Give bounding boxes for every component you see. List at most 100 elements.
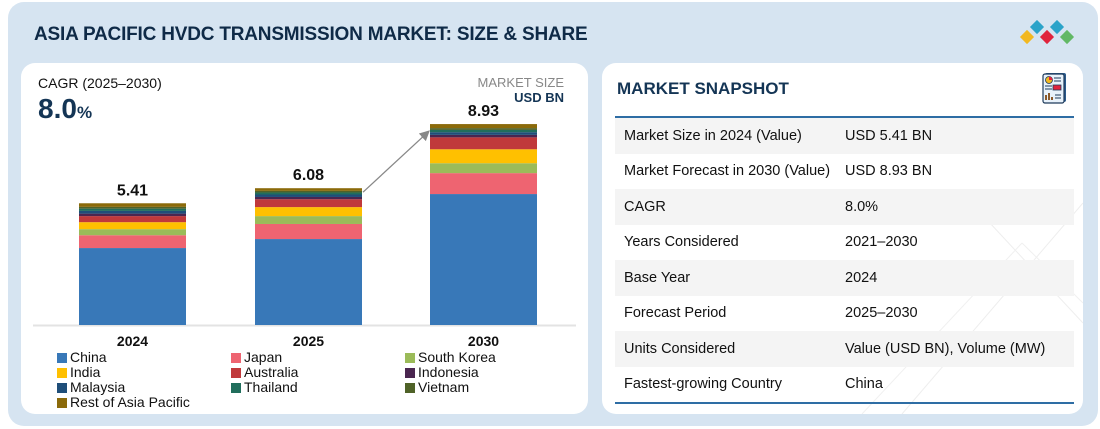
bar-segment-india-2030: [430, 149, 537, 164]
legend-label: Malaysia: [70, 379, 126, 395]
x-tick-label-2030: 2030: [468, 333, 499, 349]
bar-segment-rest-of-asia-pacific-2025: [255, 188, 362, 191]
bar-segment-japan-2030: [430, 173, 537, 195]
legend-swatch-china: [57, 352, 67, 363]
snapshot-key: Fastest-growing Country: [624, 376, 782, 393]
legend-item-south-korea: South Korea: [405, 350, 577, 365]
bar-segment-india-2025: [255, 207, 362, 217]
growth-arrow: [362, 130, 430, 193]
legend-item-indonesia: Indonesia: [405, 365, 577, 380]
cagr-label: CAGR (2025–2030): [38, 75, 162, 91]
legend-swatch-south-korea: [405, 352, 415, 363]
legend-swatch-thailand: [231, 382, 241, 393]
legend-item-japan: Japan: [231, 350, 405, 365]
bar-segment-indonesia-2024: [79, 213, 186, 217]
bar-segment-china-2030: [430, 194, 537, 325]
snapshot-value: 2024: [845, 269, 878, 286]
total-label-2025: 6.08: [293, 167, 324, 184]
total-label-2030: 8.93: [468, 103, 499, 120]
bar-segment-australia-2024: [79, 216, 186, 223]
snapshot-footer-rule: [615, 402, 1074, 404]
cagr-value: 8.0%: [38, 93, 92, 125]
report-document-icon: [1042, 73, 1066, 104]
snapshot-value: China: [845, 376, 883, 393]
snapshot-key: Market Forecast in 2030 (Value): [624, 163, 831, 180]
snapshot-key: Units Considered: [624, 340, 736, 357]
bar-segment-south-korea-2025: [255, 216, 362, 224]
snapshot-value: 2021–2030: [845, 234, 918, 251]
logo-diamond-bottom-mid: [1039, 29, 1055, 45]
bar-segment-indonesia-2025: [255, 196, 362, 200]
bar-segment-vietnam-2025: [255, 190, 362, 193]
market-size-label: MARKET SIZE: [477, 75, 564, 90]
bar-segment-malaysia-2024: [79, 210, 186, 214]
legend-item-china: China: [57, 350, 231, 365]
bar-segment-rest-of-asia-pacific-2024: [79, 203, 186, 207]
bar-segment-india-2024: [79, 222, 186, 230]
legend-swatch-indonesia: [405, 367, 415, 378]
snapshot-row-forecast-period: Forecast Period 2025–2030: [615, 296, 1074, 332]
legend-swatch-japan: [231, 352, 241, 363]
legend-label: Thailand: [244, 379, 298, 395]
logo-diamond-top-left: [1029, 20, 1045, 35]
bar-segment-indonesia-2030: [430, 134, 537, 138]
bar-segment-south-korea-2024: [79, 229, 186, 236]
legend-swatch-rest-of-asia-pacific: [57, 397, 67, 408]
legend-item-thailand: Thailand: [231, 380, 405, 395]
snapshot-key: Base Year: [624, 269, 691, 286]
legend-swatch-australia: [231, 367, 241, 378]
bar-segment-thailand-2025: [255, 192, 362, 195]
snapshot-key: Forecast Period: [624, 305, 727, 322]
bar-segment-vietnam-2024: [79, 206, 186, 209]
bar-segment-australia-2025: [255, 199, 362, 208]
legend-item-rest-of-asia-pacific: Rest of Asia Pacific: [57, 395, 231, 410]
legend-label: Japan: [244, 349, 283, 365]
chart-legend: China Japan South Korea India Australia Indon…: [57, 350, 577, 410]
snapshot-row-market-forecast-in-2030-value-: Market Forecast in 2030 (Value) USD 8.93 …: [615, 154, 1074, 190]
x-tick-label-2024: 2024: [117, 333, 148, 349]
legend-label: India: [70, 364, 101, 380]
snapshot-value: 8.0%: [845, 198, 879, 215]
legend-item-india: India: [57, 365, 231, 380]
chart-panel: CAGR (2025–2030) 8.0% MARKET SIZE USD BN…: [21, 63, 588, 414]
bar-segment-malaysia-2030: [430, 132, 537, 135]
bar-segment-china-2024: [79, 248, 186, 325]
legend-label: South Korea: [418, 349, 496, 365]
bar-segment-rest-of-asia-pacific-2030: [430, 124, 537, 129]
legend-swatch-india: [57, 367, 67, 378]
snapshot-value: USD 8.93 BN: [845, 163, 933, 180]
market-snapshot-panel: MARKET SNAPSHOT Market Size in 2024 (Val…: [602, 63, 1083, 414]
snapshot-value: 2025–2030: [845, 305, 918, 322]
bar-segment-malaysia-2025: [255, 194, 362, 197]
legend-swatch-malaysia: [57, 382, 67, 393]
cagr-number: 8.0: [38, 93, 77, 124]
snapshot-value: Value (USD BN), Volume (MW): [845, 340, 1046, 357]
snapshot-title: MARKET SNAPSHOT: [617, 79, 789, 98]
snapshot-value: USD 5.41 BN: [845, 127, 933, 144]
page-title: ASIA PACIFIC HVDC TRANSMISSION MARKET: S…: [34, 24, 588, 45]
market-size-unit: USD BN: [514, 90, 564, 105]
legend-label: Australia: [244, 364, 299, 380]
bar-segment-thailand-2030: [430, 129, 537, 133]
snapshot-row-base-year: Base Year 2024: [615, 260, 1074, 296]
bar-segment-australia-2030: [430, 137, 537, 150]
bar-segment-south-korea-2030: [430, 163, 537, 174]
bar-segment-vietnam-2030: [430, 128, 537, 130]
legend-item-australia: Australia: [231, 365, 405, 380]
stacked-bar-chart: 5.41 2024 6.08 2025 8.93 2030: [33, 103, 576, 349]
snapshot-key: CAGR: [624, 198, 666, 215]
legend-item-malaysia: Malaysia: [57, 380, 231, 395]
logo-diamond-bottom-left: [1019, 29, 1035, 45]
legend-label: Indonesia: [418, 364, 479, 380]
bar-segment-china-2025: [255, 239, 362, 325]
x-tick-label-2025: 2025: [293, 333, 324, 349]
snapshot-table: Market Size in 2024 (Value) USD 5.41 BN Ma…: [615, 118, 1074, 402]
snapshot-row-units-considered: Units Considered Value (USD BN), Volume (…: [615, 331, 1074, 367]
snapshot-row-market-size-in-2024-value-: Market Size in 2024 (Value) USD 5.41 BN: [615, 118, 1074, 154]
legend-label: China: [70, 349, 107, 365]
legend-swatch-vietnam: [405, 382, 415, 393]
snapshot-row-cagr: CAGR 8.0%: [615, 189, 1074, 225]
snapshot-header-rule: [615, 116, 1074, 118]
bar-segment-thailand-2024: [79, 208, 186, 211]
legend-label: Vietnam: [418, 379, 470, 395]
